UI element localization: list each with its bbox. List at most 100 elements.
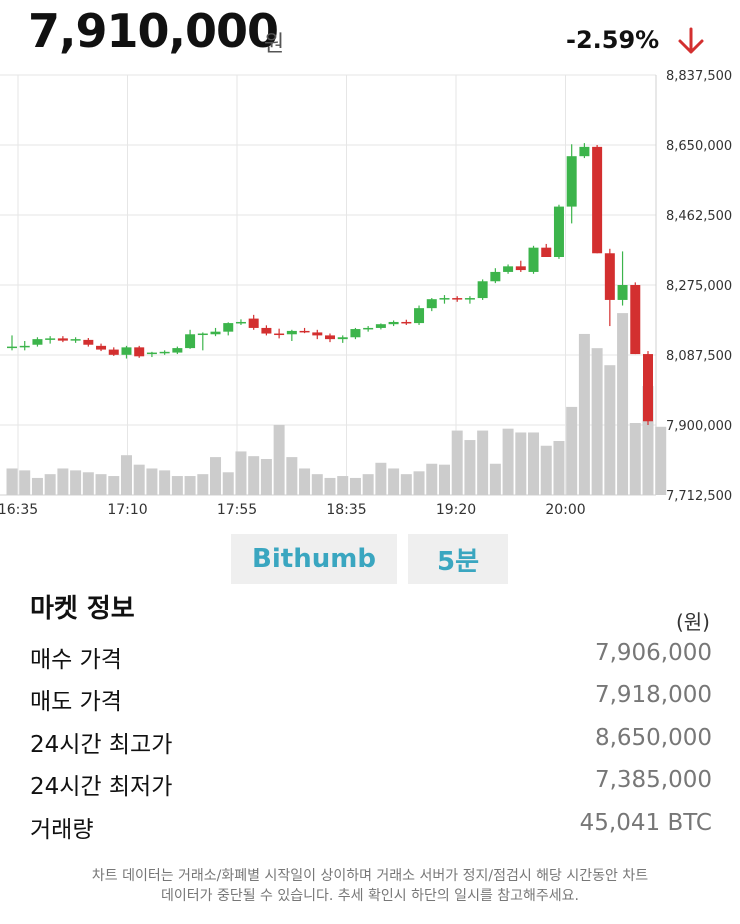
volume-bar: [642, 386, 654, 495]
market-row-value: 7,385,000: [594, 767, 712, 793]
volume-bar: [159, 470, 171, 495]
volume-bar: [311, 474, 323, 495]
candle-body: [337, 337, 348, 340]
candle-body: [7, 346, 17, 349]
volume-bar: [82, 472, 94, 495]
volume-bar: [566, 406, 578, 495]
candle-body: [286, 330, 297, 335]
candle-body: [108, 349, 119, 355]
volume-bar: [260, 459, 272, 495]
volume-bar: [502, 428, 514, 495]
candle-body: [401, 321, 412, 324]
volume-bar: [604, 365, 616, 495]
market-row-value: 7,906,000: [594, 640, 712, 666]
volume-bar: [617, 313, 629, 495]
volume-bar: [349, 477, 361, 495]
candle-body: [388, 321, 399, 325]
interval-button[interactable]: 5분: [408, 534, 508, 584]
chart-disclaimer: 차트 데이터는 거래소/화폐별 시작일이 상이하며 거래소 서버가 정지/점검시…: [30, 866, 710, 906]
candle-body: [19, 345, 30, 348]
candle-body: [185, 334, 196, 349]
volume-bar: [489, 463, 501, 495]
candle-body: [553, 206, 564, 257]
candle-body: [439, 298, 450, 300]
candle-body: [515, 266, 526, 271]
x-tick-label: 16:35: [0, 502, 38, 518]
volume-bar: [337, 476, 349, 495]
market-row-bid: 매수 가격 7,906,000: [30, 640, 712, 676]
candle-body: [235, 321, 246, 324]
volume-bar: [95, 474, 107, 495]
volume-bar: [413, 471, 425, 495]
candle-body: [643, 354, 653, 422]
chart-options: Bithumb 5분: [0, 534, 740, 584]
x-tick-label: 20:00: [545, 502, 585, 518]
candle-body: [83, 339, 94, 345]
disclaimer-line: 데이터가 중단될 수 있습니다. 추세 확인시 하단의 일시를 참고해주세요.: [160, 888, 580, 904]
volume-bar: [591, 348, 603, 495]
x-tick-label: 18:35: [326, 502, 366, 518]
candle-body: [210, 331, 221, 335]
volume-bar: [171, 476, 183, 495]
price-header: 7,910,000 원 -2.59%: [0, 0, 740, 70]
candle-body: [121, 347, 132, 355]
volume-bar: [464, 440, 476, 495]
candle-body: [248, 318, 259, 328]
volume-bar: [184, 476, 196, 495]
candle-body: [630, 285, 641, 355]
volume-bar: [248, 456, 260, 495]
volume-bar: [133, 464, 145, 495]
volume-bar: [108, 476, 120, 495]
market-info-title: 마켓 정보: [30, 594, 135, 624]
volume-bar: [553, 441, 565, 495]
y-tick-label: 8,087,500: [666, 349, 732, 364]
candle-body: [274, 333, 285, 336]
volume-bar: [120, 455, 132, 495]
volume-bar: [222, 472, 234, 495]
candle-body: [617, 285, 628, 300]
market-row-label: 매수 가격: [30, 647, 122, 673]
y-tick-label: 8,462,500: [666, 209, 732, 224]
volume-bar: [477, 430, 489, 495]
volume-bar: [375, 462, 387, 495]
candle-body: [490, 271, 501, 282]
price-change-percent: -2.59%: [566, 26, 660, 54]
volume-bar: [273, 424, 285, 495]
candlestick-chart[interactable]: 8,837,500 8,650,000 8,462,500 8,275,000 8,08…: [0, 70, 740, 530]
candle-body: [96, 345, 107, 350]
candle-body: [592, 146, 603, 254]
volume-bar: [6, 468, 18, 495]
volume-bar: [629, 423, 641, 495]
volume-bar: [70, 470, 82, 495]
candle-body: [197, 333, 208, 336]
candle-body: [312, 332, 323, 336]
candle-body: [452, 298, 463, 300]
arrow-down-icon: [678, 27, 704, 54]
candle-body: [426, 299, 437, 309]
x-tick-label: 17:10: [107, 502, 147, 518]
price-unit: 원: [264, 32, 285, 57]
volume-bar: [197, 474, 209, 495]
volume-bar: [57, 468, 69, 495]
volume-bar: [578, 333, 590, 495]
volume-bar: [515, 432, 527, 495]
candle-body: [541, 247, 552, 257]
candle-body: [604, 253, 615, 300]
candle-body: [70, 339, 81, 341]
candle-body: [261, 327, 272, 334]
volume-bar: [31, 477, 43, 495]
market-row-value: 8,650,000: [594, 725, 712, 751]
market-row-label: 24시간 최저가: [30, 774, 173, 800]
candle-body: [159, 351, 170, 354]
y-tick-label: 7,900,000: [666, 419, 732, 434]
exchange-button[interactable]: Bithumb: [231, 534, 397, 584]
market-row-label: 매도 가격: [30, 689, 122, 715]
volume-bar: [324, 477, 336, 495]
volume-bar: [400, 474, 412, 495]
volume-bar: [655, 426, 667, 495]
candle-body: [414, 308, 425, 324]
x-tick-label: 19:20: [436, 502, 476, 518]
market-row-volume: 거래량 45,041 BTC: [30, 810, 712, 846]
volume-bar: [362, 474, 374, 495]
candle-body: [503, 266, 514, 272]
